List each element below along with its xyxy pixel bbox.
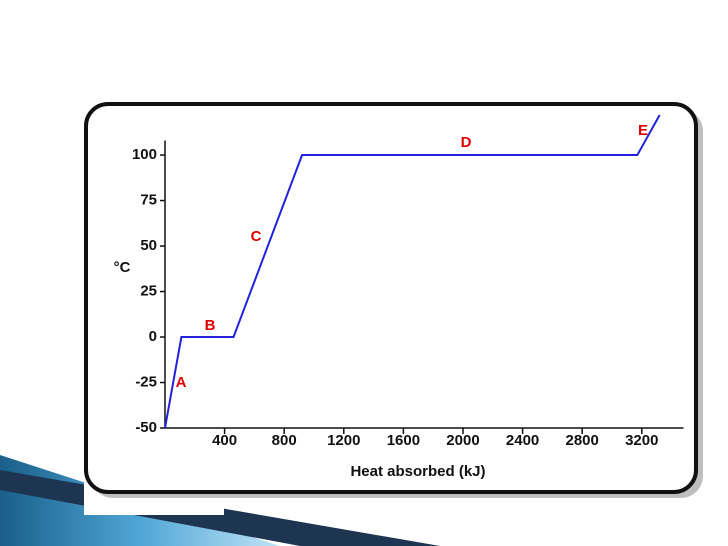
x-axis-label: Heat absorbed (kJ): [350, 463, 485, 480]
x-tick-label: 3200: [625, 432, 658, 449]
annotation: A: [176, 374, 187, 391]
annotation: E: [638, 122, 648, 139]
y-tick-label: 50: [140, 237, 157, 254]
x-tick-label: 2400: [506, 432, 539, 449]
y-axis-label: °C: [114, 259, 131, 276]
annotation: B: [205, 317, 216, 334]
y-tick-label: -50: [135, 419, 157, 436]
x-tick-label: 2000: [446, 432, 479, 449]
y-tick-label: 100: [132, 146, 157, 163]
annotation: C: [251, 228, 262, 245]
annotation: D: [461, 134, 472, 151]
y-tick-label: 75: [140, 192, 157, 209]
x-tick-label: 2800: [565, 432, 598, 449]
plot: -50 -25 0 25 50 75 100 400 800 1200 1600 2000 2400 28…: [132, 114, 684, 449]
x-tick-label: 800: [272, 432, 297, 449]
y-tick-label: 0: [149, 328, 157, 345]
x-tick-label: 1200: [327, 432, 360, 449]
y-tick-label: -25: [135, 373, 157, 390]
y-tick-label: 25: [140, 282, 157, 299]
series-line: [164, 114, 661, 429]
chart-frame: [84, 102, 698, 494]
x-tick-label: 1600: [387, 432, 420, 449]
x-tick-label: 400: [212, 432, 237, 449]
